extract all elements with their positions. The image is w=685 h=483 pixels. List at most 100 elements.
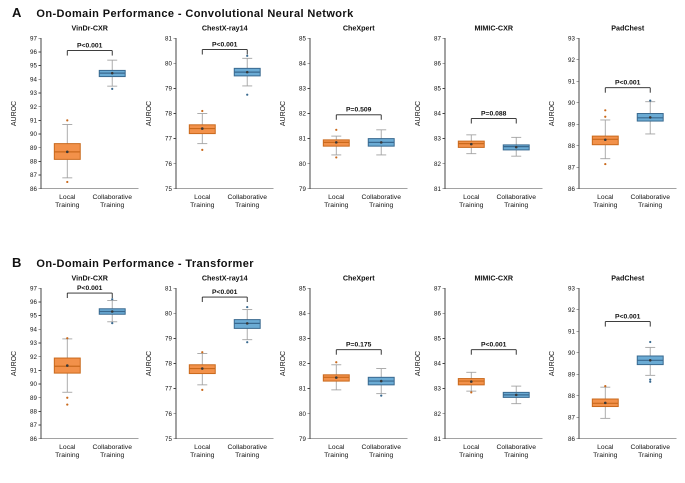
mean-marker (380, 379, 383, 383)
boxplot-mimic-cxr: MIMIC-CXR 81 82 83 84 85 86 87 AUROC P=0.088 Local… (415, 24, 543, 209)
y-tick-label: 75 (165, 186, 172, 193)
box-collaborative-training (233, 54, 261, 96)
significance-bracket (470, 349, 517, 355)
y-axis-label: AUROC (549, 351, 556, 376)
y-axis-label: AUROC (280, 101, 287, 126)
mean-marker (335, 141, 338, 144)
y-tick-label: 77 (165, 136, 172, 143)
category-label: Training (594, 452, 618, 459)
outlier-dot (111, 87, 114, 90)
boxplot-chestx-ray14: ChestX-ray14 75 76 77 78 79 80 81 AUROC P<0.001 Lo… (146, 274, 274, 459)
mean-marker (649, 359, 652, 362)
p-value-label: P<0.001 (615, 80, 641, 87)
significance-bracket (201, 296, 248, 303)
y-axis-label: AUROC (280, 351, 287, 376)
category-label: Local (463, 194, 480, 201)
y-tick-label: 88 (568, 143, 575, 150)
box-local-training (323, 361, 350, 391)
outlier-dot (111, 298, 114, 301)
panel-b-header: B On-Domain Performance - Transformer (12, 255, 681, 270)
y-tick-label: 89 (30, 395, 37, 402)
outlier-dot (66, 337, 69, 340)
significance-bracket (605, 321, 652, 327)
outlier-dot (111, 322, 114, 325)
y-tick-label: 80 (165, 310, 172, 317)
outlier-dot (649, 378, 652, 381)
y-tick-label: 86 (30, 436, 37, 443)
category-label: Collaborative (362, 194, 402, 201)
y-tick-label: 93 (568, 35, 575, 42)
category-label: Local (463, 444, 480, 451)
y-tick-label: 92 (30, 104, 37, 111)
outlier-dot (245, 93, 248, 96)
y-tick-label: 92 (568, 307, 575, 314)
y-tick-label: 79 (299, 186, 306, 193)
y-tick-label: 87 (568, 414, 575, 421)
box-local-training (53, 337, 81, 406)
subplot-title: VinDr-CXR (72, 274, 109, 282)
y-axis-label: AUROC (146, 351, 153, 376)
category-label: Local (59, 444, 76, 451)
category-label: Training (369, 452, 393, 459)
subplot-title: MIMIC-CXR (474, 24, 513, 32)
y-tick-label: 95 (30, 63, 37, 70)
category-label: Local (598, 194, 615, 201)
y-tick-label: 75 (165, 436, 172, 443)
outlier-dot (604, 385, 607, 388)
y-tick-label: 96 (30, 299, 37, 306)
box-local-training (592, 109, 620, 166)
y-tick-label: 86 (568, 186, 575, 193)
subplot-title: MIMIC-CXR (474, 274, 513, 282)
boxplot-vindr-cxr: VinDr-CXR 86 87 88 89 90 91 92 93 94 95 96 97 AUROC P<… (11, 24, 139, 209)
subplot-title: PadChest (612, 274, 646, 282)
panel-a: A On-Domain Performance - Convolutional … (8, 5, 681, 221)
category-label: Training (638, 202, 662, 209)
significance-bracket (336, 349, 382, 355)
y-tick-label: 86 (434, 310, 441, 317)
y-tick-label: 76 (165, 411, 172, 418)
y-tick-label: 83 (299, 336, 306, 343)
y-tick-label: 92 (30, 354, 37, 361)
boxplot-chestx-ray14: ChestX-ray14 75 76 77 78 79 80 81 AUROC P<0.001 Lo… (146, 24, 274, 209)
panel-a-letter: A (12, 5, 22, 20)
mean-marker (200, 127, 204, 130)
category-label: Collaborative (227, 444, 267, 451)
y-tick-label: 91 (568, 328, 575, 335)
box-collaborative-training (367, 129, 395, 156)
category-label: Training (235, 452, 259, 459)
box-local-training (188, 351, 216, 391)
y-tick-label: 85 (299, 35, 306, 42)
outlier-dot (200, 388, 203, 391)
y-tick-label: 90 (30, 381, 37, 388)
y-tick-label: 78 (165, 111, 172, 118)
y-tick-label: 88 (30, 159, 37, 166)
box-collaborative-training (367, 368, 395, 397)
y-tick-label: 87 (434, 35, 441, 42)
subplot-title: ChestX-ray14 (201, 24, 247, 32)
outlier-dot (200, 351, 203, 354)
category-label: Collaborative (496, 444, 536, 451)
y-axis-label: AUROC (11, 101, 18, 126)
category-label: Training (100, 202, 124, 209)
y-tick-label: 91 (30, 367, 37, 374)
y-tick-label: 92 (568, 57, 575, 64)
y-tick-label: 84 (299, 60, 306, 67)
category-label: Training (504, 202, 528, 209)
outlier-dot (200, 148, 203, 152)
y-tick-label: 85 (434, 86, 441, 93)
category-label: Collaborative (631, 194, 671, 201)
y-tick-label: 97 (30, 35, 37, 42)
mean-marker (514, 393, 518, 397)
category-label: Training (369, 202, 393, 209)
category-label: Collaborative (227, 194, 267, 201)
category-label: Local (598, 444, 615, 451)
mean-marker (200, 367, 204, 370)
y-tick-label: 82 (434, 161, 441, 168)
boxplot-vindr-cxr: VinDr-CXR 86 87 88 89 90 91 92 93 94 95 96 97 AUROC P<… (11, 274, 139, 459)
category-label: Training (100, 452, 124, 459)
y-tick-label: 82 (434, 411, 441, 418)
panel-b-letter: B (12, 255, 22, 270)
y-tick-label: 87 (30, 422, 37, 429)
panel-b-title: On-Domain Performance - Transformer (36, 258, 254, 270)
y-tick-label: 80 (299, 161, 306, 168)
